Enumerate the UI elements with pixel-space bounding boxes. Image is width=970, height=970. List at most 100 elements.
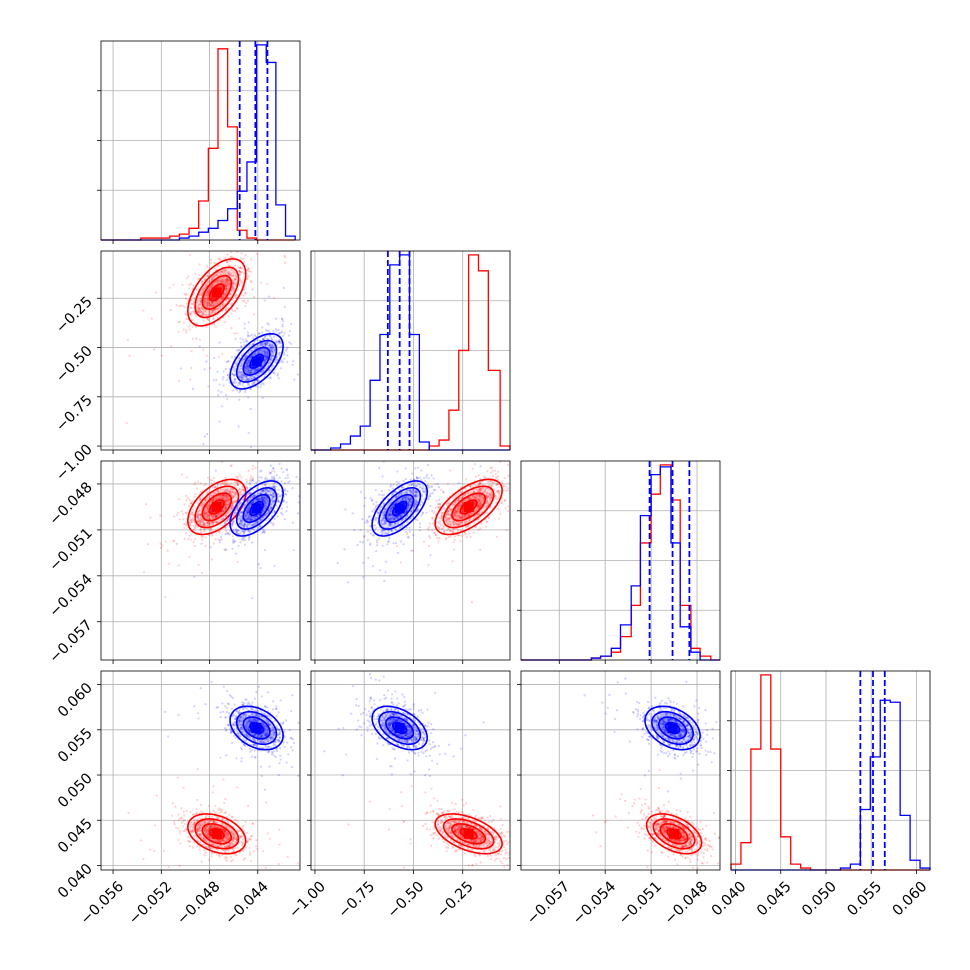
sample-point <box>206 496 209 499</box>
sample-point <box>206 317 210 320</box>
sample-point <box>261 511 264 515</box>
sample-point <box>239 487 242 491</box>
sample-point <box>212 521 215 524</box>
sample-point <box>185 531 188 534</box>
sample-point <box>256 522 259 525</box>
sample-point <box>434 488 437 492</box>
sample-point <box>336 561 339 564</box>
sample-point <box>261 528 264 531</box>
density-peak <box>211 501 222 512</box>
sample-point <box>231 535 234 538</box>
sample-point <box>457 499 460 503</box>
sample-point <box>246 517 250 520</box>
sample-point <box>239 501 242 504</box>
sample-point <box>487 480 490 484</box>
sample-point <box>237 529 241 532</box>
sample-point <box>238 271 242 274</box>
sample-point <box>206 524 209 527</box>
sample-point <box>190 519 193 522</box>
sample-point <box>212 476 215 479</box>
sample-point <box>239 501 242 504</box>
sample-point <box>231 522 234 526</box>
sample-point <box>239 517 242 520</box>
sample-point <box>270 350 273 353</box>
sample-point <box>248 491 251 494</box>
sample-point <box>233 511 236 514</box>
sample-point <box>380 530 383 533</box>
sample-point <box>208 533 211 537</box>
sample-point <box>246 361 249 364</box>
sample-point <box>442 490 445 493</box>
sample-point <box>271 354 275 357</box>
sample-point <box>247 492 250 495</box>
sample-point <box>222 496 225 499</box>
sample-point <box>244 512 247 516</box>
sample-point <box>497 508 500 511</box>
sample-point <box>238 391 241 394</box>
sample-point <box>396 545 399 548</box>
sample-point <box>246 278 249 281</box>
sample-point <box>383 511 386 515</box>
sample-point <box>193 296 196 299</box>
sample-point <box>272 351 275 355</box>
sample-point <box>480 494 483 497</box>
sample-point <box>272 329 275 332</box>
sample-point <box>248 360 251 363</box>
sample-point <box>246 363 249 367</box>
sample-point <box>275 317 278 320</box>
sample-point <box>220 297 223 301</box>
sample-point <box>237 517 240 520</box>
sample-point <box>275 473 278 477</box>
sample-point <box>437 521 440 524</box>
sample-point <box>243 367 247 370</box>
sample-point <box>241 488 244 491</box>
sample-point <box>446 510 449 513</box>
sample-point <box>236 477 240 480</box>
sample-point <box>291 363 294 366</box>
sample-point <box>265 492 268 495</box>
sample-point <box>227 287 230 290</box>
sample-point <box>169 309 172 312</box>
sample-point <box>222 494 225 497</box>
sample-point <box>440 516 443 520</box>
sample-point <box>213 281 216 284</box>
sample-point <box>240 520 243 523</box>
sample-point <box>250 479 254 483</box>
sample-point <box>263 530 266 534</box>
sample-point <box>263 356 266 359</box>
sample-point <box>392 483 395 487</box>
sample-point <box>262 499 265 502</box>
sample-point <box>230 288 233 291</box>
sample-point <box>238 488 241 491</box>
sample-point <box>236 528 239 532</box>
sample-point <box>407 499 410 502</box>
sample-point <box>266 356 269 359</box>
sample-point <box>248 371 251 374</box>
sample-point <box>191 519 194 522</box>
sample-point <box>285 501 288 504</box>
sample-point <box>240 538 243 541</box>
sample-point <box>266 329 269 332</box>
sample-point <box>455 499 459 503</box>
sample-point <box>217 389 220 392</box>
sample-point <box>243 538 247 542</box>
sample-point <box>193 312 196 315</box>
sample-point <box>212 498 215 501</box>
sample-point <box>469 485 472 488</box>
sample-point <box>453 538 456 542</box>
sample-point <box>386 517 389 520</box>
sample-point <box>214 498 217 501</box>
sample-point <box>489 492 492 496</box>
sample-point <box>197 516 200 519</box>
sample-point <box>181 304 185 308</box>
sample-point <box>203 509 207 512</box>
sample-point <box>268 346 272 349</box>
sample-point <box>456 507 459 511</box>
sample-point <box>273 372 276 375</box>
sample-point <box>239 493 243 496</box>
sample-point <box>452 503 456 506</box>
sample-point <box>246 511 249 514</box>
sample-point <box>180 473 184 476</box>
sample-point <box>247 523 250 526</box>
sample-point <box>240 523 244 526</box>
